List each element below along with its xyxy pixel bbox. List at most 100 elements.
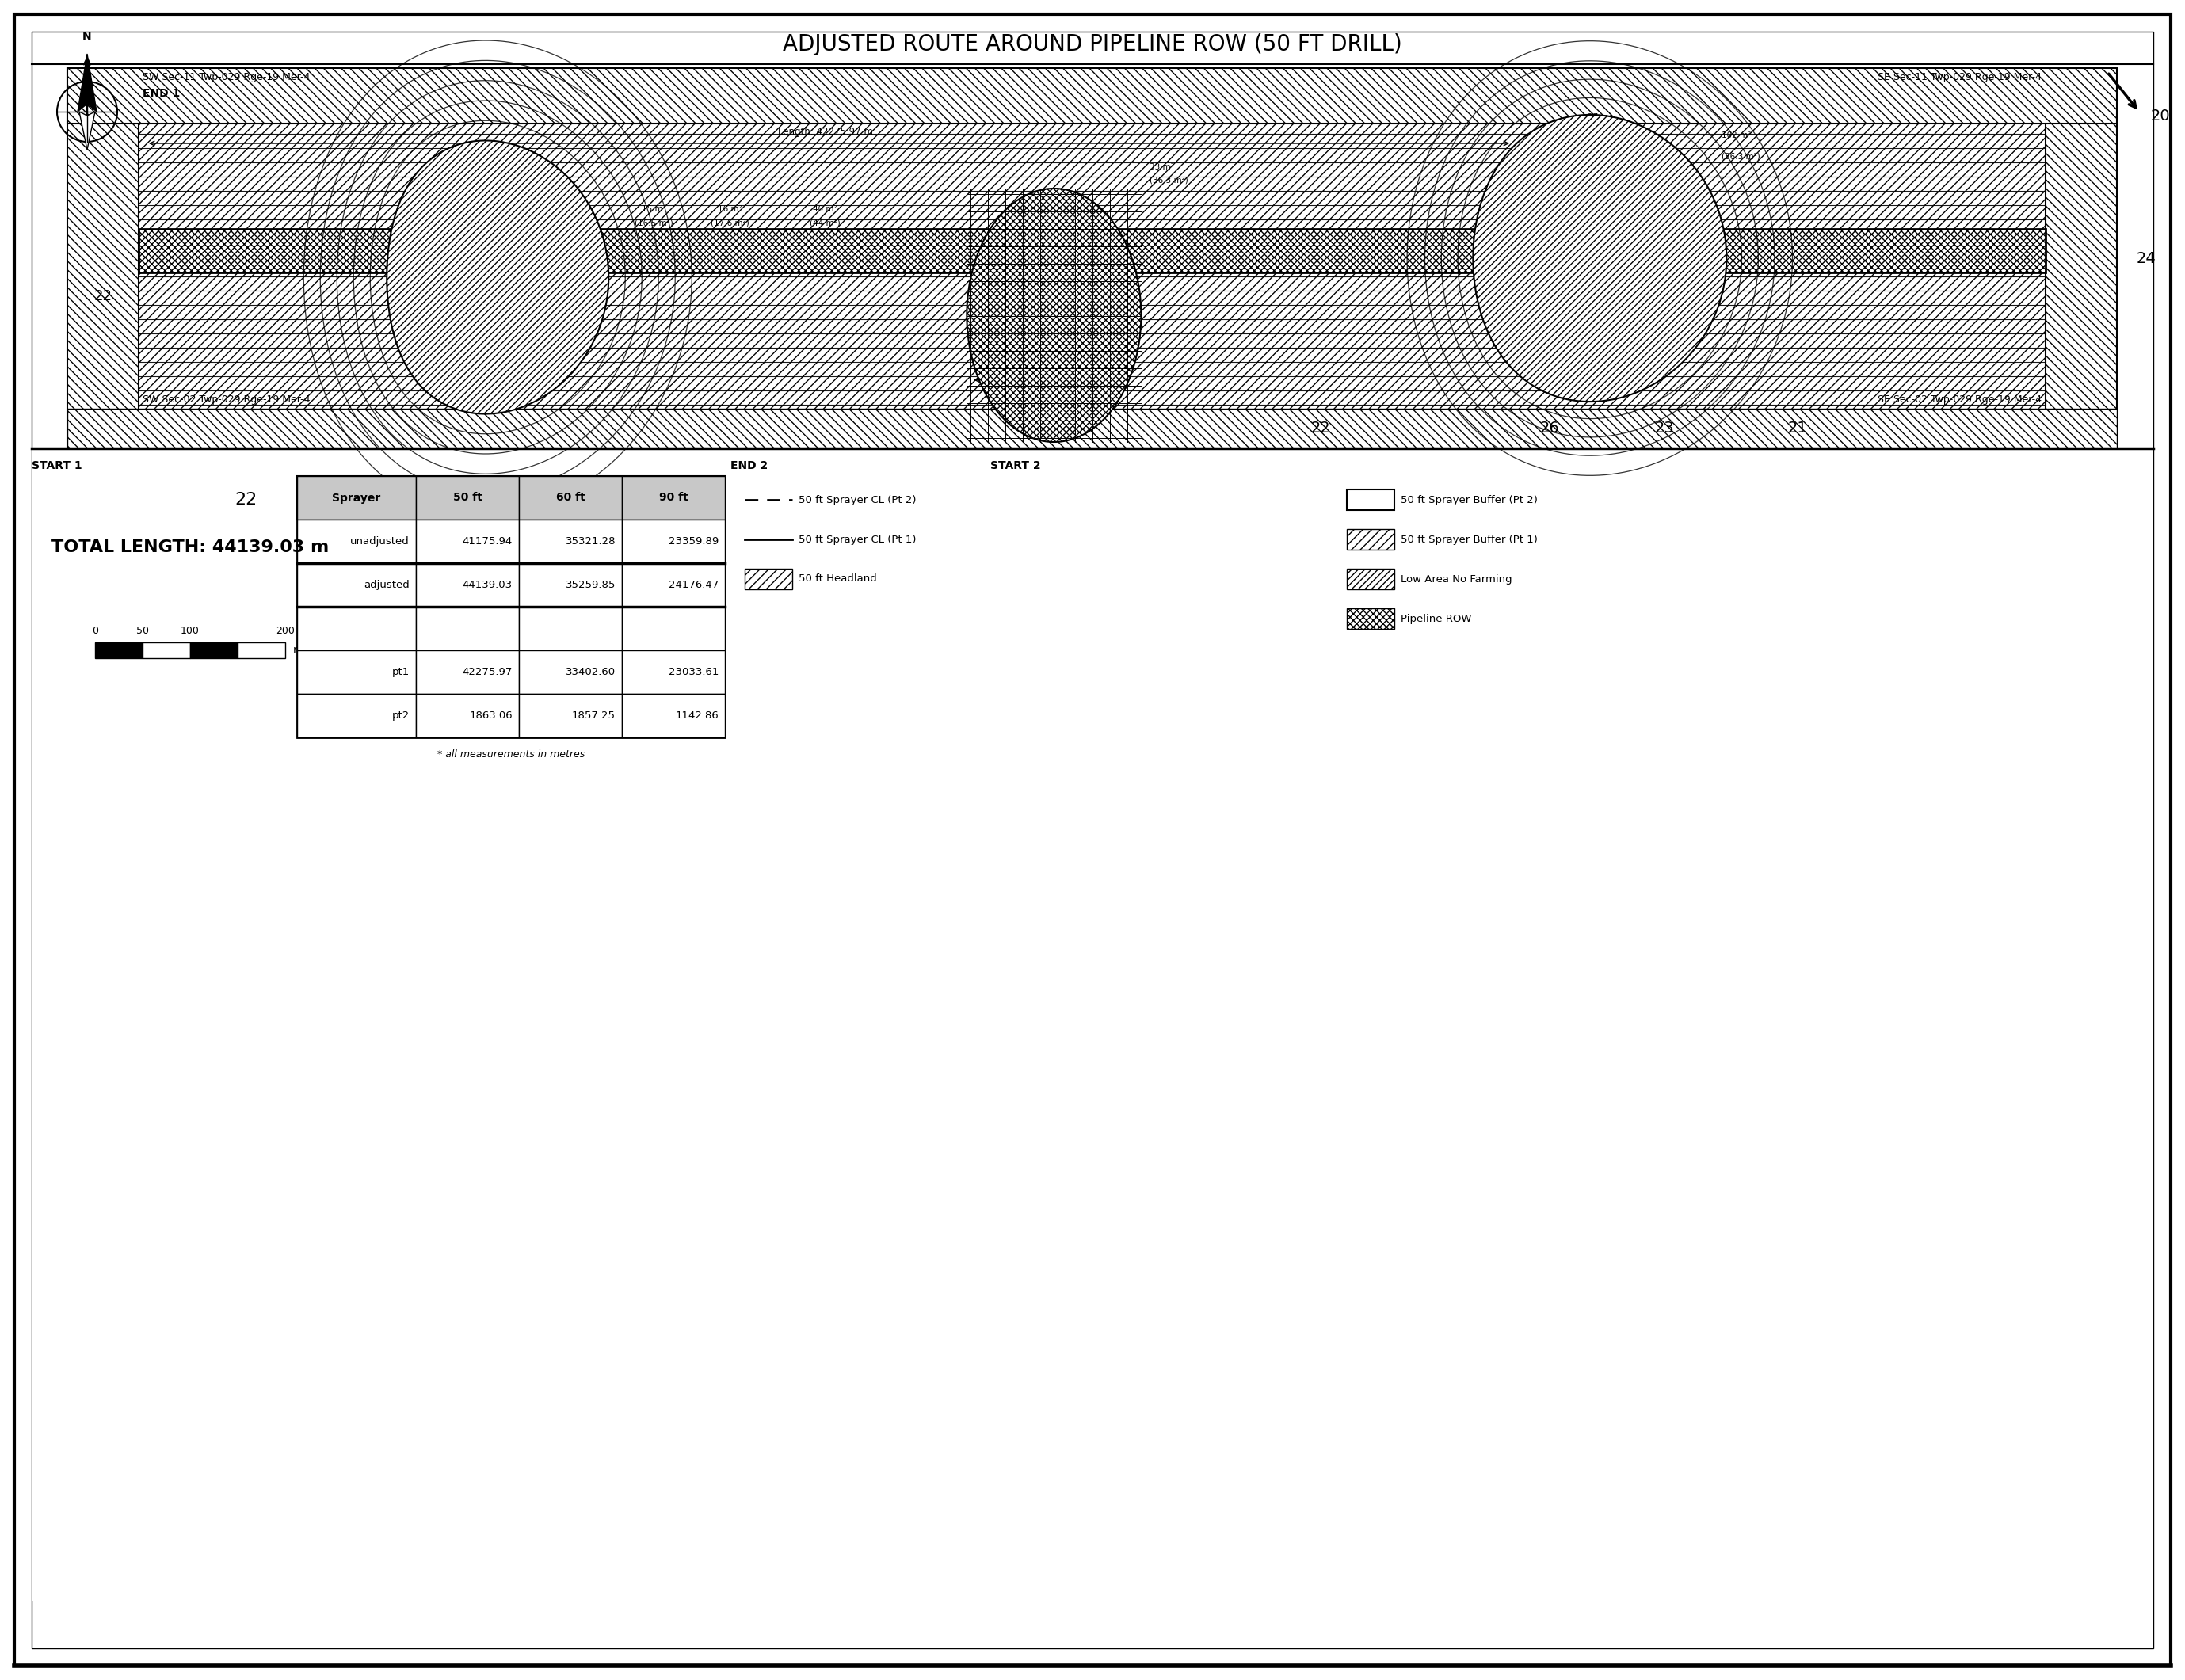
Text: Pipeline ROW: Pipeline ROW [1401,613,1471,623]
Text: 50 ft Sprayer CL (Pt 2): 50 ft Sprayer CL (Pt 2) [798,494,916,506]
Text: 23: 23 [1654,422,1674,437]
Bar [623,475,725,519]
Bar [623,650,725,694]
Bar [415,475,518,519]
Bar [518,563,623,606]
Text: 24176.47: 24176.47 [669,580,719,590]
Bar [415,563,518,606]
Text: m: m [293,645,304,655]
Bar [623,694,725,738]
Text: 15 m²: 15 m² [642,205,666,213]
Text: 26: 26 [1540,422,1560,437]
Bar [96,642,142,659]
Text: pt1: pt1 [391,667,409,677]
Bar [623,563,725,606]
Text: (3600 m²): (3600 m²) [1682,254,1722,262]
Bar [518,694,623,738]
Bar [68,69,138,449]
Bar [68,408,2117,449]
Text: (16.5 m²): (16.5 m²) [634,218,673,227]
Polygon shape [1473,114,1726,402]
Text: 0: 0 [92,625,98,637]
Bar [745,570,793,590]
Text: 22: 22 [1311,422,1331,437]
Bar [33,449,2152,1601]
Text: 44139.03: 44139.03 [463,580,513,590]
Text: 21: 21 [1787,422,1807,437]
Text: 22: 22 [94,289,111,304]
Text: Length: 42275.97 m: Length: 42275.97 m [778,126,872,138]
Bar [297,650,415,694]
Bar [415,694,518,738]
Bar [68,69,2117,124]
Text: START 1: START 1 [33,460,83,472]
Bar [142,642,190,659]
Bar [415,519,518,563]
Text: (17.6 m²): (17.6 m²) [710,218,749,227]
Text: 50 ft Sprayer Buffer (Pt 1): 50 ft Sprayer Buffer (Pt 1) [1401,534,1538,544]
Text: (36.3 m²): (36.3 m²) [1149,176,1189,185]
Text: Low Area No Farming: Low Area No Farming [1401,575,1512,585]
Text: 60 ft: 60 ft [555,492,586,504]
Text: END 2: END 2 [730,460,767,472]
Text: (44 m²): (44 m²) [811,218,841,227]
Text: SW Sec-11 Twp-029 Rge-19 Mer-4: SW Sec-11 Twp-029 Rge-19 Mer-4 [142,72,310,82]
Text: Sprayer: Sprayer [332,492,380,504]
Bar [297,475,725,519]
Text: adjusted: adjusted [365,580,409,590]
Text: END 1: END 1 [142,87,179,99]
Bar [297,475,415,519]
Text: (36.3 m²): (36.3 m²) [1722,153,1759,161]
Polygon shape [966,188,1141,442]
Bar [297,519,415,563]
Text: 50 ft Headland: 50 ft Headland [798,575,876,585]
Text: 35321.28: 35321.28 [566,536,616,546]
Bar [1346,529,1394,549]
Bar [1346,489,1394,511]
Text: 1863.06: 1863.06 [470,711,513,721]
Text: 27 m²: 27 m² [1588,113,1613,121]
Bar [297,606,415,650]
Text: 20: 20 [2150,108,2170,123]
Text: N: N [83,30,92,42]
Bar [518,519,623,563]
Text: 40 m²: 40 m² [813,205,837,213]
Bar [518,606,623,650]
Text: Rge-19 Mer-4: Rge-19 Mer-4 [1975,257,2041,267]
Bar [415,606,518,650]
Text: 42275.97: 42275.97 [463,667,513,677]
Text: (29.7 m²): (29.7 m²) [1588,126,1626,134]
Text: 102 m²: 102 m² [1722,131,1750,139]
Text: SW Sec-02 Twp-029 Rge-19 Mer-4: SW Sec-02 Twp-029 Rge-19 Mer-4 [142,395,310,405]
Text: 23359.89: 23359.89 [669,536,719,546]
Text: 16 m²: 16 m² [717,205,743,213]
Bar [297,475,725,738]
Text: NE Sec-02 Twp-029: NE Sec-02 Twp-029 [1947,242,2041,252]
Text: NW Sec-02 Twp-029 Rge-19 Mer-4: NW Sec-02 Twp-029 Rge-19 Mer-4 [142,254,310,264]
Text: 200: 200 [275,625,295,637]
Text: 23033.61: 23033.61 [669,667,719,677]
Text: START 2: START 2 [990,460,1040,472]
Text: 33 m²: 33 m² [1149,163,1173,171]
Bar [1346,608,1394,628]
Text: ADJUSTED ROUTE AROUND PIPELINE ROW (50 FT DRILL): ADJUSTED ROUTE AROUND PIPELINE ROW (50 F… [782,34,1403,55]
Text: 100: 100 [181,625,199,637]
Text: 41175.94: 41175.94 [463,536,513,546]
Bar [138,228,2045,272]
Bar [238,642,286,659]
Polygon shape [387,141,610,413]
Bar [518,475,623,519]
Bar [297,563,415,606]
Bar [190,642,238,659]
Text: 90 ft: 90 ft [660,492,688,504]
Text: 3,300 m²: 3,300 m² [1685,235,1722,244]
Text: 50 ft: 50 ft [452,492,483,504]
Text: * all measurements in metres: * all measurements in metres [437,749,586,759]
Bar [2045,69,2117,449]
Bar [623,519,725,563]
Text: pt2: pt2 [391,711,409,721]
Polygon shape [79,54,96,111]
Text: 1142.86: 1142.86 [675,711,719,721]
Text: 50 ft Sprayer Buffer (Pt 2): 50 ft Sprayer Buffer (Pt 2) [1401,494,1538,506]
Text: 24: 24 [2137,250,2157,265]
